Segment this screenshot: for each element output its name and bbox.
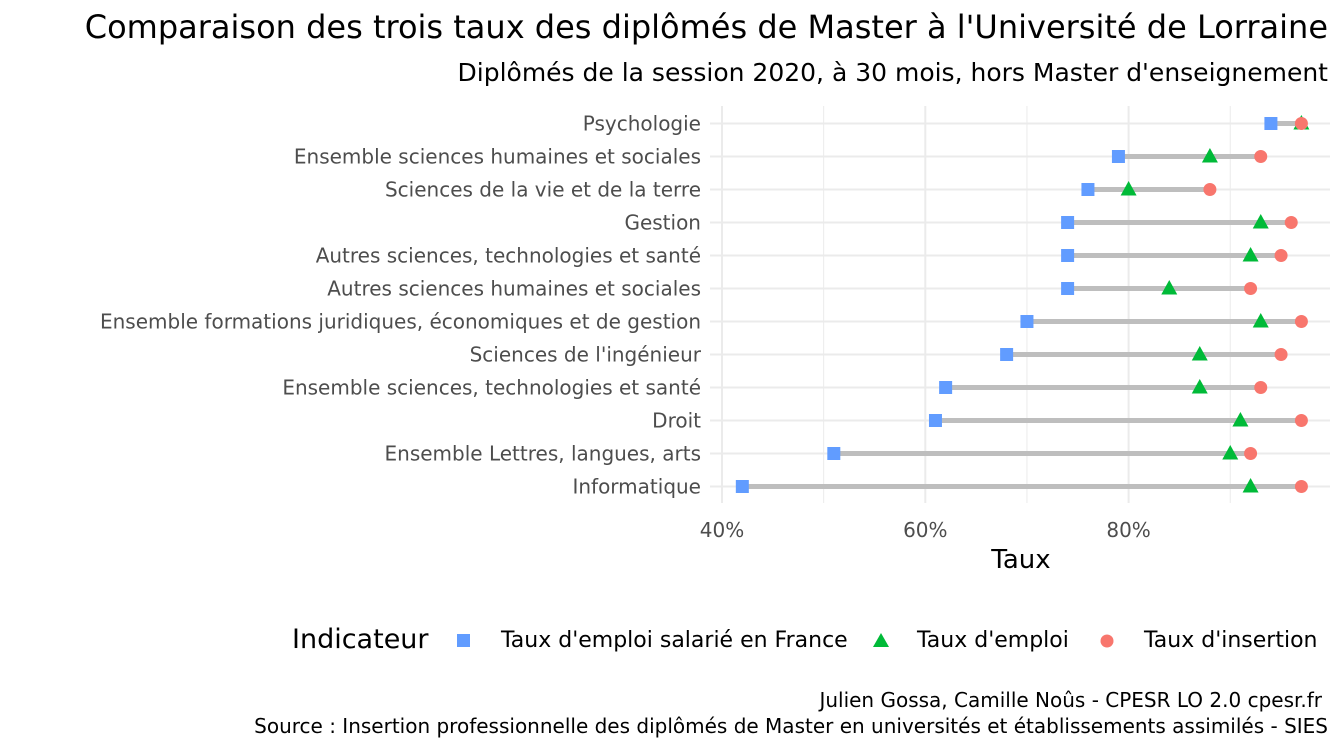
point-insertion xyxy=(1284,216,1298,229)
category-label: Gestion xyxy=(624,211,701,235)
point-emploi-salarie xyxy=(1061,216,1075,229)
point-emploi xyxy=(1191,346,1208,361)
point-emploi-salarie xyxy=(1264,117,1278,130)
point-emploi xyxy=(1120,181,1137,196)
point-emploi xyxy=(1201,148,1218,163)
point-emploi-salarie xyxy=(928,414,942,427)
point-emploi-salarie xyxy=(735,480,749,493)
point-insertion xyxy=(1294,117,1308,130)
point-emploi-salarie xyxy=(1111,150,1125,163)
category-label: Sciences de la vie et de la terre xyxy=(385,178,701,202)
legend-label-emploi: Taux d'emploi xyxy=(917,628,1069,653)
point-insertion xyxy=(1244,447,1258,460)
x-tick-label: 40% xyxy=(700,518,744,542)
point-insertion xyxy=(1294,315,1308,328)
point-insertion xyxy=(1274,249,1288,262)
point-emploi xyxy=(1232,412,1249,427)
chart-title: Comparaison des trois taux des diplômés … xyxy=(84,8,1328,46)
category-label: Sciences de l'ingénieur xyxy=(470,343,702,367)
legend-key-circle-icon xyxy=(1100,634,1114,648)
caption-source: Source : Insertion professionnelle des d… xyxy=(254,714,1328,738)
point-emploi xyxy=(1252,313,1269,328)
x-tick-label: 80% xyxy=(1106,518,1150,542)
point-insertion xyxy=(1203,183,1217,196)
point-emploi xyxy=(1191,379,1208,394)
point-emploi-salarie xyxy=(1061,249,1075,262)
x-tick-label: 60% xyxy=(903,518,947,542)
caption-author: Julien Gossa, Camille Noûs - CPESR LO 2.… xyxy=(819,688,1322,712)
category-label: Ensemble formations juridiques, économiq… xyxy=(100,310,701,334)
point-emploi xyxy=(1222,445,1239,460)
category-label: Droit xyxy=(652,409,701,433)
point-insertion xyxy=(1274,348,1288,361)
category-label: Psychologie xyxy=(583,112,701,136)
legend: Indicateur Taux d'emploi salarié en Fran… xyxy=(0,622,1344,662)
point-insertion xyxy=(1294,480,1308,493)
legend-key-triangle-icon xyxy=(873,633,889,647)
point-insertion xyxy=(1244,282,1258,295)
point-insertion xyxy=(1294,414,1308,427)
point-emploi-salarie xyxy=(1061,282,1075,295)
category-label: Ensemble Lettres, langues, arts xyxy=(385,442,701,466)
point-insertion xyxy=(1254,150,1268,163)
category-label: Autres sciences humaines et sociales xyxy=(327,277,701,301)
chart-subtitle: Diplômés de la session 2020, à 30 mois, … xyxy=(457,58,1328,87)
legend-label-insertion: Taux d'insertion xyxy=(1144,628,1318,653)
category-label: Informatique xyxy=(572,475,701,499)
category-label: Ensemble sciences humaines et sociales xyxy=(294,145,701,169)
category-label: Ensemble sciences, technologies et santé xyxy=(282,376,701,400)
point-insertion xyxy=(1254,381,1268,394)
point-emploi-salarie xyxy=(1000,348,1014,361)
point-emploi-salarie xyxy=(1020,315,1034,328)
point-emploi xyxy=(1242,478,1259,493)
x-axis-title: Taux xyxy=(990,545,1050,575)
point-emploi-salarie xyxy=(827,447,841,460)
point-emploi-salarie xyxy=(939,381,953,394)
point-emploi xyxy=(1252,214,1269,229)
point-emploi xyxy=(1242,247,1259,262)
category-label: Autres sciences, technologies et santé xyxy=(316,244,701,268)
dumbbell-chart: Psychologie Ensemble sciences humaines et… xyxy=(100,106,1330,575)
point-emploi xyxy=(1161,280,1178,295)
point-emploi-salarie xyxy=(1081,183,1095,196)
legend-key-square-icon xyxy=(457,634,470,647)
legend-label-emploi-salarie: Taux d'emploi salarié en France xyxy=(501,628,848,653)
legend-title: Indicateur xyxy=(292,624,429,655)
